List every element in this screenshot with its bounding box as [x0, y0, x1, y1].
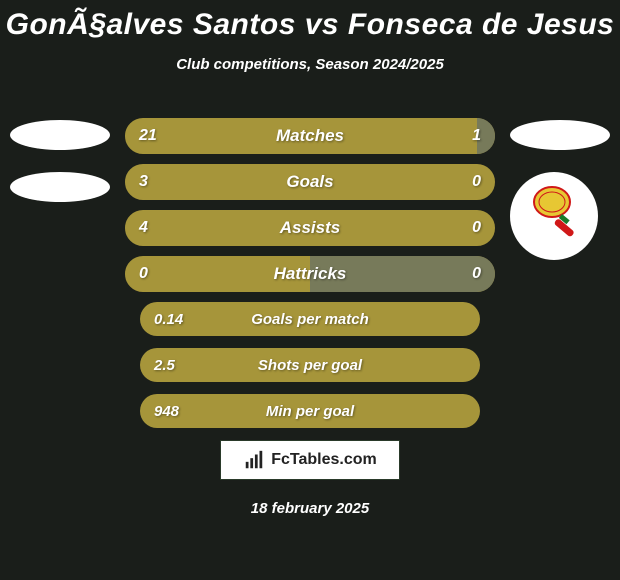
stat-right-value: 0	[472, 256, 481, 292]
player-right-badges	[510, 120, 610, 260]
racket-badge-icon	[518, 180, 590, 252]
page-subtitle: Club competitions, Season 2024/2025	[0, 56, 620, 73]
stat-label: Shots per goal	[140, 348, 480, 382]
stat-row-hattricks: 0 Hattricks 0	[125, 256, 495, 292]
stat-row-goals: 3 Goals 0	[125, 164, 495, 200]
stat-label: Goals	[125, 164, 495, 200]
club-badge-icon	[510, 172, 598, 260]
page-title: GonÃ§alves Santos vs Fonseca de Jesus	[0, 0, 620, 42]
stat-row-assists: 4 Assists 0	[125, 210, 495, 246]
stat-label: Goals per match	[140, 302, 480, 336]
stat-right-value: 0	[472, 164, 481, 200]
stat-label: Assists	[125, 210, 495, 246]
stats-panel: 21 Matches 1 3 Goals 0 4 Assists 0 0 Hat…	[110, 118, 510, 440]
stat-right-value: 0	[472, 210, 481, 246]
stat-label: Min per goal	[140, 394, 480, 428]
date-label: 18 february 2025	[0, 500, 620, 517]
stat-row-goals-per-match: 0.14 Goals per match	[140, 302, 480, 336]
comparison-card: GonÃ§alves Santos vs Fonseca de Jesus Cl…	[0, 0, 620, 580]
club-badge-placeholder	[510, 120, 610, 150]
stat-label: Hattricks	[125, 256, 495, 292]
brand-name: FcTables.com	[271, 451, 377, 469]
brand-logo-box: FcTables.com	[220, 440, 400, 480]
chart-icon	[243, 449, 265, 471]
player-left-badges	[10, 120, 110, 224]
club-badge-placeholder	[10, 120, 110, 150]
stat-row-min-per-goal: 948 Min per goal	[140, 394, 480, 428]
stat-label: Matches	[125, 118, 495, 154]
stat-row-matches: 21 Matches 1	[125, 118, 495, 154]
stat-row-shots-per-goal: 2.5 Shots per goal	[140, 348, 480, 382]
stat-right-value: 1	[472, 118, 481, 154]
club-badge-placeholder	[10, 172, 110, 202]
